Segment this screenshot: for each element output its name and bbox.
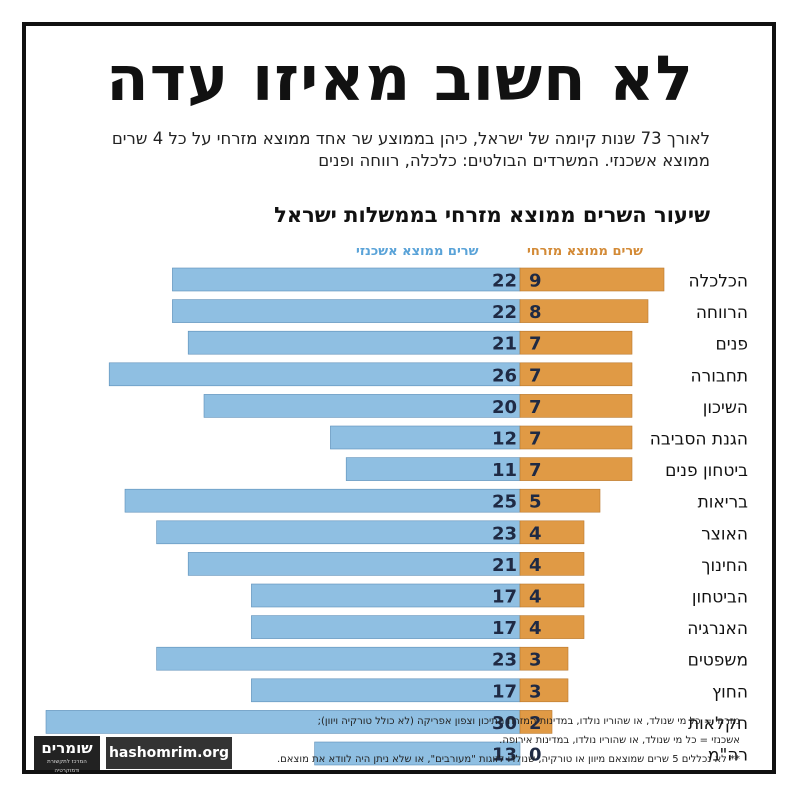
category-label: החוץ	[712, 682, 748, 702]
footnote-ashkenazi-definition: אשכנזי = כל מי שנולד, או שהוריו נולדו, ב…	[499, 735, 740, 746]
value-label-ashkenazi: 25	[492, 492, 517, 513]
footnotes: מזרחי = כל מי שנולד, או שהוריו נולדו, במ…	[240, 712, 740, 769]
bar-mizrahi	[519, 520, 585, 545]
value-label-ashkenazi: 13	[492, 745, 517, 766]
value-label-mizrahi: 9	[529, 271, 542, 292]
category-label: ביטחון פנים	[665, 461, 748, 481]
bar-ashkenazi	[251, 615, 521, 639]
category-label: הביטחון	[692, 588, 748, 608]
bar-mizrahi	[519, 552, 585, 576]
bar-mizrahi	[519, 678, 569, 703]
value-label-ashkenazi: 17	[492, 681, 517, 702]
site-url[interactable]: hashomrim.org	[106, 737, 232, 769]
value-label-mizrahi: 2	[529, 713, 542, 734]
category-label: הגנת הסביבה	[650, 430, 748, 450]
bar-mizrahi	[519, 330, 633, 355]
value-label-mizrahi: 4	[529, 523, 542, 544]
value-label-mizrahi: 7	[529, 460, 542, 481]
category-label: האוצר	[701, 524, 748, 544]
bar-mizrahi	[519, 394, 633, 418]
bar-mizrahi	[519, 615, 585, 639]
bar-ashkenazi	[314, 741, 521, 766]
value-label-mizrahi: 7	[529, 429, 542, 450]
value-label-ashkenazi: 12	[492, 429, 517, 450]
bar-ashkenazi	[172, 299, 521, 323]
value-label-mizrahi: 0	[529, 745, 542, 766]
legend-mizrahi: שרים ממוצא מזרחי	[527, 244, 644, 259]
value-label-mizrahi: 4	[529, 587, 542, 608]
bar-mizrahi	[519, 425, 633, 450]
value-label-ashkenazi: 22	[492, 302, 517, 323]
legend-ashkenazi: שרים ממוצא אשכנזי	[356, 244, 479, 259]
chart-title: שיעור השרים ממוצא מזרחי בממשלות ישראל	[274, 203, 710, 227]
value-label-mizrahi: 4	[529, 555, 542, 576]
bar-mizrahi	[519, 267, 665, 292]
category-label: בריאות	[698, 493, 749, 513]
category-label: השיכון	[703, 398, 748, 418]
footnote-exclusions: ** לא נכללים 5 שרים שמוצאם מיוון או טורק…	[276, 754, 740, 765]
footnote-mizrahi-definition: מזרחי = כל מי שנולד, או שהוריו נולדו, במ…	[317, 716, 740, 727]
value-label-ashkenazi: 11	[492, 460, 517, 481]
value-label-ashkenazi: 17	[492, 587, 517, 608]
value-label-mizrahi: 3	[529, 650, 542, 671]
value-label-ashkenazi: 17	[492, 618, 517, 639]
bar-ashkenazi	[187, 552, 521, 576]
shomrim-logo: שומרים המרכז לתקשורת ודמוקרטיה	[34, 736, 100, 774]
category-label: משפטים	[688, 651, 748, 671]
value-label-ashkenazi: 23	[492, 523, 517, 544]
bar-mizrahi	[519, 646, 569, 671]
category-label: האנרגיה	[687, 619, 748, 639]
bar-mizrahi	[519, 488, 601, 513]
value-label-ashkenazi: 20	[492, 397, 517, 418]
bar-mizrahi	[519, 457, 633, 481]
value-label-mizrahi: 4	[529, 618, 542, 639]
category-label: רה"מ	[708, 746, 748, 766]
value-label-mizrahi: 7	[529, 334, 542, 355]
category-label: פנים	[715, 335, 748, 355]
bar-mizrahi	[519, 299, 649, 323]
value-label-mizrahi: 5	[529, 492, 542, 513]
bar-ashkenazi	[172, 267, 521, 292]
value-label-ashkenazi: 22	[492, 271, 517, 292]
bar-mizrahi	[519, 583, 585, 608]
category-label: הכלכלה	[688, 272, 748, 292]
bar-ashkenazi	[156, 520, 521, 545]
value-label-mizrahi: 3	[529, 681, 542, 702]
value-label-ashkenazi: 21	[492, 555, 517, 576]
value-label-ashkenazi: 21	[492, 334, 517, 355]
page-title: לא חשוב מאיזו עדה	[106, 42, 694, 115]
bar-ashkenazi	[156, 646, 521, 671]
bar-ashkenazi	[124, 488, 521, 513]
value-label-mizrahi: 7	[529, 365, 542, 386]
value-label-ashkenazi: 30	[492, 713, 517, 734]
bar-ashkenazi	[187, 330, 521, 355]
value-label-mizrahi: 7	[529, 397, 542, 418]
value-label-mizrahi: 8	[529, 302, 542, 323]
category-label: חקלאות	[688, 714, 748, 734]
value-label-ashkenazi: 23	[492, 650, 517, 671]
page-subtitle: לאורך 73 שנות קיומה של ישראל, כיהן בממוצ…	[111, 129, 710, 170]
category-label: החינוך	[701, 556, 748, 576]
bar-mizrahi	[519, 362, 633, 387]
bar-mizrahi	[519, 710, 553, 734]
bar-ashkenazi	[203, 394, 521, 418]
bar-ashkenazi	[251, 678, 521, 703]
category-label: תחבורה	[691, 366, 748, 386]
logo-name: שומרים	[41, 739, 93, 757]
value-label-ashkenazi: 26	[492, 365, 517, 386]
bar-ashkenazi	[251, 583, 521, 608]
bar-ashkenazi	[108, 362, 521, 387]
category-label: הרווחה	[696, 303, 748, 323]
logo-tagline: המרכז לתקשורת ודמוקרטיה	[47, 759, 87, 774]
